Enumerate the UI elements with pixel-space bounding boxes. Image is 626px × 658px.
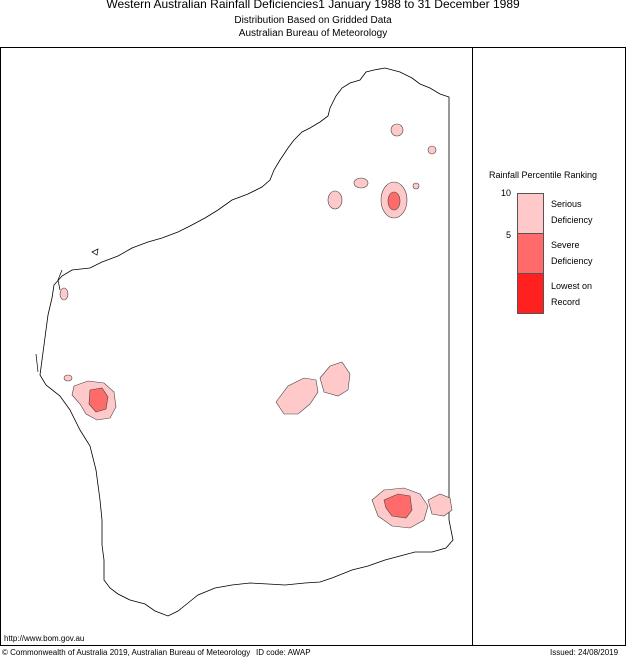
map-subtitle: Distribution Based on Gridded Data	[234, 15, 392, 26]
serious-region	[275, 377, 319, 415]
coast-island	[35, 353, 39, 373]
legend-title: Rainfall Percentile Ranking	[489, 170, 598, 180]
severe-region	[383, 493, 413, 519]
map-title: Western Australian Rainfall Deficiencies…	[106, 0, 520, 11]
legend-label-lowest-2: Record	[551, 297, 581, 307]
map-panel	[0, 47, 473, 646]
serious-region	[327, 190, 343, 210]
bom-url-link[interactable]: http://www.bom.gov.au	[4, 634, 85, 643]
map-source: Australian Bureau of Meteorology	[238, 28, 388, 39]
copyright-text: © Commonwealth of Australia 2019, Austra…	[2, 648, 251, 657]
issued-date: Issued: 24/08/2019	[550, 648, 619, 657]
wa-outline	[39, 67, 454, 617]
legend-swatch-lowest	[517, 273, 544, 314]
legend-label-severe-2: Deficiency	[551, 256, 593, 266]
serious-region	[427, 145, 437, 155]
serious-region	[319, 361, 351, 397]
legend-label-severe-1: Severe	[551, 240, 580, 250]
severe-region	[387, 191, 401, 211]
serious-region	[427, 493, 453, 517]
legend-tick-10: 10	[501, 188, 512, 198]
serious-region	[59, 287, 69, 301]
deficiency-regions	[59, 123, 453, 529]
legend-label-lowest-1: Lowest on	[551, 281, 593, 291]
serious-region	[412, 182, 420, 190]
legend-swatch-serious	[517, 193, 544, 234]
serious-region	[390, 123, 404, 137]
serious-region	[353, 177, 369, 189]
coast-island	[57, 269, 63, 291]
legend-label-serious-2: Deficiency	[551, 215, 593, 225]
id-code: ID code: AWAP	[256, 648, 311, 657]
serious-region	[63, 374, 73, 382]
legend-tick-5: 5	[506, 230, 512, 240]
coast-island	[91, 248, 99, 256]
legend-label-serious-1: Serious	[551, 199, 582, 209]
legend-swatch-severe	[517, 233, 544, 274]
severe-region	[88, 387, 109, 413]
